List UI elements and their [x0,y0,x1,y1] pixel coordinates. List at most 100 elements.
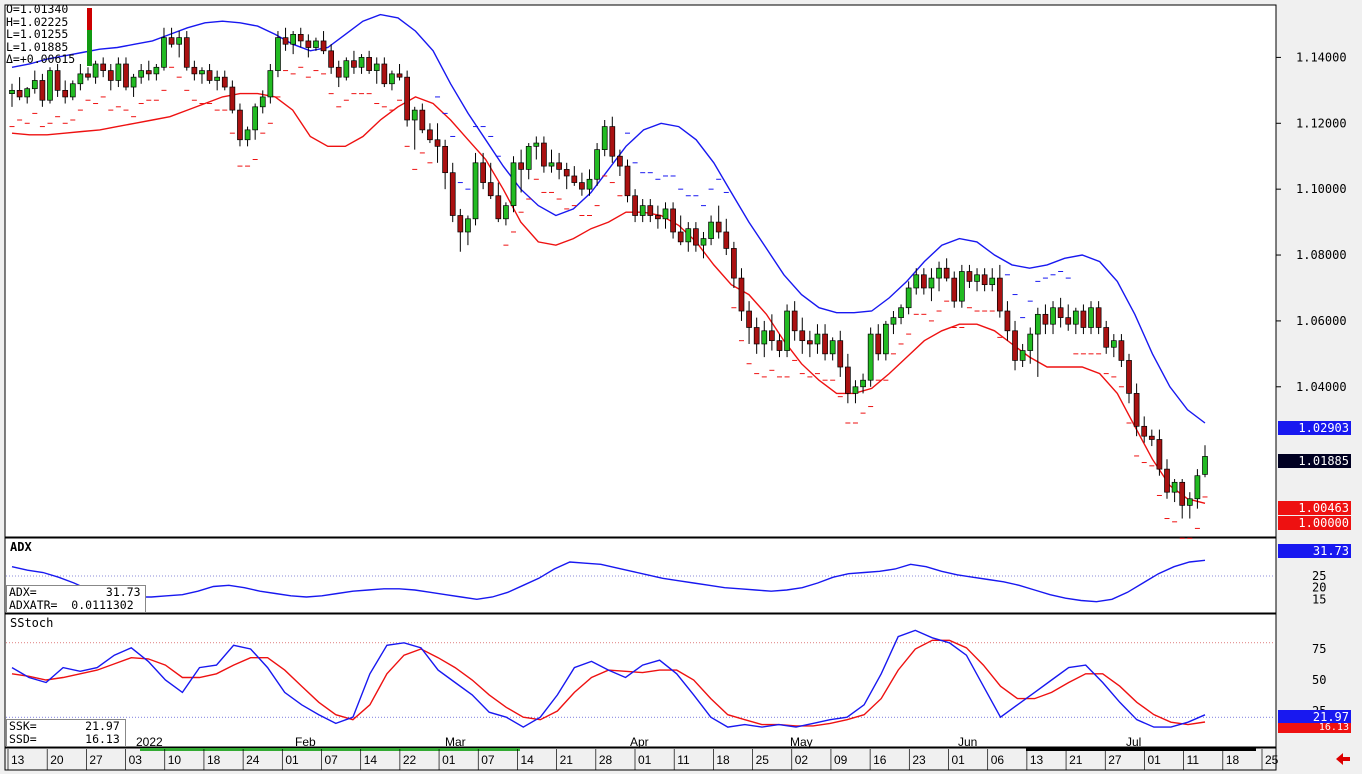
candle-body[interactable] [996,277,1003,312]
candle-body[interactable] [807,340,813,345]
candle-body[interactable] [503,205,509,220]
candle-body[interactable] [609,126,616,157]
candle-body[interactable] [1027,333,1034,351]
candle-body[interactable] [890,317,897,325]
candle-body[interactable] [1072,310,1079,325]
candle-body[interactable] [123,63,129,88]
candle-body[interactable] [24,88,31,98]
candle-body[interactable] [920,274,927,289]
candle-body[interactable] [928,277,935,289]
candle-body[interactable] [1065,317,1072,325]
candle-body[interactable] [427,129,433,141]
candle-body[interactable] [229,86,236,111]
candle-body[interactable] [449,172,456,216]
candle-body[interactable] [852,386,859,394]
candle-body[interactable] [845,366,851,394]
candle-body[interactable] [252,106,259,131]
candle-body[interactable] [161,37,167,68]
candle-body[interactable] [191,66,198,75]
candle-body[interactable] [145,70,152,75]
candle-body[interactable] [434,139,441,147]
candle-body[interactable] [16,89,23,98]
candle-body[interactable] [548,162,555,167]
candle-body[interactable] [670,208,676,233]
stoch-panel[interactable] [4,613,1277,748]
candle-body[interactable] [62,89,69,98]
candle-body[interactable] [1164,468,1170,493]
adx-panel[interactable] [4,537,1277,614]
candle-body[interactable] [31,80,38,90]
candle-body[interactable] [791,310,798,332]
candle-body[interactable] [784,310,790,351]
candle-body[interactable] [320,40,327,52]
candle-body[interactable] [465,218,471,233]
candle-body[interactable] [47,70,53,101]
candle-body[interactable] [237,109,243,141]
candle-body[interactable] [1110,340,1117,348]
candle-body[interactable] [1171,481,1178,493]
candle-body[interactable] [130,76,137,88]
candle-body[interactable] [373,63,380,71]
candle-body[interactable] [77,73,84,85]
candle-body[interactable] [1186,498,1193,506]
candle-body[interactable] [814,333,821,345]
candle-body[interactable] [1012,330,1018,361]
candle-body[interactable] [267,70,274,98]
candle-body[interactable] [662,208,669,220]
candle-body[interactable] [138,70,145,78]
candle-body[interactable] [677,231,684,243]
candle-body[interactable] [176,37,183,45]
candle-body[interactable] [776,340,783,351]
candle-body[interactable] [1126,360,1132,394]
candle-body[interactable] [510,162,517,206]
candle-body[interactable] [1118,340,1125,361]
candle-body[interactable] [1202,456,1208,475]
candle-body[interactable] [913,274,920,289]
candle-body[interactable] [358,57,365,68]
candle-body[interactable] [244,129,251,141]
candle-body[interactable] [905,287,912,309]
candle-body[interactable] [746,310,752,328]
candle-body[interactable] [290,33,297,45]
candle-body[interactable] [685,228,692,243]
candle-body[interactable] [883,323,889,355]
candle-body[interactable] [472,162,479,220]
candle-body[interactable] [495,195,502,220]
candle-body[interactable] [183,37,190,68]
candle-body[interactable] [624,165,631,197]
candle-body[interactable] [115,63,122,81]
candle-body[interactable] [92,63,99,78]
candle-body[interactable] [639,205,646,216]
candle-body[interactable] [442,145,448,174]
candle-body[interactable] [1148,435,1155,440]
candle-body[interactable] [655,215,661,220]
candle-body[interactable] [335,66,342,78]
candle-body[interactable] [579,182,585,190]
candle-body[interactable] [1133,393,1140,427]
candle-body[interactable] [1194,475,1201,500]
candle-body[interactable] [708,221,714,239]
candle-body[interactable] [1095,307,1102,328]
candle-body[interactable] [837,340,844,368]
candle-body[interactable] [586,178,593,190]
candle-body[interactable] [1141,425,1148,437]
candle-body[interactable] [943,267,950,279]
candle-body[interactable] [153,66,160,75]
candle-body[interactable] [647,205,654,216]
candle-body[interactable] [297,33,304,42]
candle-body[interactable] [313,40,319,48]
candle-body[interactable] [366,57,372,71]
candle-body[interactable] [457,215,464,233]
candle-body[interactable] [867,333,874,381]
candle-body[interactable] [389,73,395,85]
candle-body[interactable] [632,195,638,216]
candle-body[interactable] [487,182,494,197]
candle-body[interactable] [898,307,904,318]
candle-body[interactable] [1019,350,1026,361]
candle-body[interactable] [214,76,221,81]
candle-body[interactable] [541,142,547,167]
candle-body[interactable] [860,379,866,388]
candle-body[interactable] [1004,310,1011,332]
candle-body[interactable] [738,277,745,312]
candle-body[interactable] [275,37,281,71]
